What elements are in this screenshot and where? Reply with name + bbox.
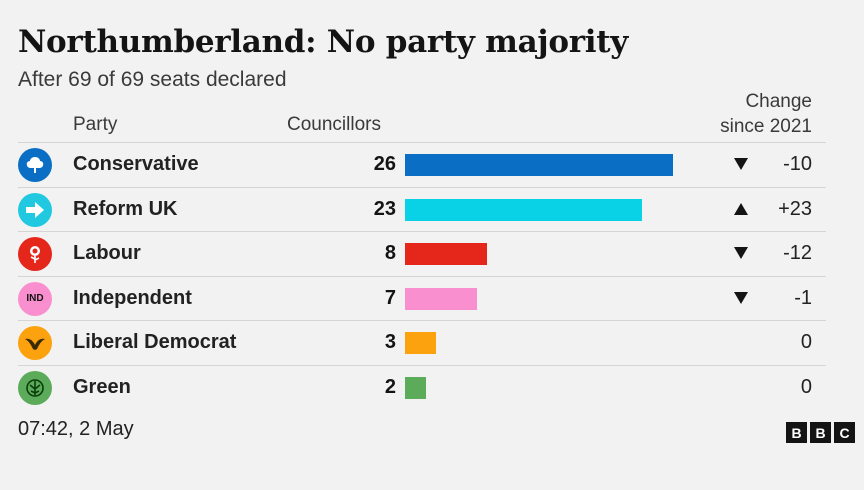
labour-rose-icon	[18, 237, 52, 272]
triangle-up-icon	[734, 202, 748, 215]
table-row: Liberal Democrat 3 0	[18, 320, 826, 365]
table-row: Green 2 0	[18, 365, 826, 410]
triangle-down-icon	[734, 158, 748, 170]
seat-bar	[405, 154, 673, 176]
seat-change: -10	[783, 153, 812, 175]
seat-bar	[405, 377, 426, 399]
timestamp: 07:42, 2 May	[18, 418, 134, 440]
bbc-logo-letter: C	[834, 422, 855, 443]
libdem-bird-icon	[18, 326, 52, 361]
bbc-logo-letter: B	[810, 422, 831, 443]
bbc-logo-letter: B	[786, 422, 807, 443]
party-name: Independent	[73, 286, 192, 309]
green-tree-icon	[18, 371, 52, 405]
seat-bar	[405, 287, 478, 310]
seat-change: -1	[794, 286, 812, 309]
triangle-down-icon	[734, 291, 748, 304]
seat-change: 0	[800, 376, 812, 398]
independent-ind-icon: IND	[18, 281, 52, 316]
column-header-change: Change since 2021	[720, 89, 812, 139]
table-row: Reform UK 23 +23	[18, 186, 826, 232]
seat-bar	[405, 332, 436, 355]
seat-change: +23	[778, 197, 812, 220]
page-subtitle: After 69 of 69 seats declared	[18, 68, 287, 91]
column-header-party: Party	[73, 114, 118, 135]
party-name: Liberal Democrat	[73, 331, 237, 354]
seat-count: 7	[384, 286, 396, 309]
seat-bar	[405, 243, 488, 266]
bbc-logo: B B C	[786, 422, 855, 443]
row-divider	[18, 142, 826, 143]
reform-arrow-icon	[18, 192, 52, 227]
party-name: Labour	[73, 242, 141, 265]
seat-count: 3	[384, 331, 396, 354]
seat-bar	[405, 198, 643, 221]
row-divider	[18, 320, 826, 322]
row-divider	[18, 365, 826, 366]
party-name: Conservative	[73, 153, 199, 175]
table-row: IND Independent 7 -1	[18, 275, 826, 321]
column-header-change-line2: since 2021	[720, 116, 812, 137]
seat-count: 23	[373, 197, 396, 220]
table-row: Conservative 26 -10	[18, 142, 826, 187]
logo-label: IND	[26, 293, 44, 305]
seat-count: 2	[384, 376, 396, 398]
seat-count: 8	[384, 242, 396, 265]
table-row: Labour 8 -12	[18, 231, 826, 276]
seat-change: -12	[783, 242, 812, 265]
seat-change: 0	[800, 331, 812, 354]
row-divider	[18, 231, 826, 233]
party-name: Reform UK	[73, 197, 178, 220]
column-header-councillors: Councillors	[287, 114, 381, 135]
triangle-down-icon	[734, 247, 748, 260]
row-divider	[18, 275, 826, 277]
column-header-change-line1: Change	[745, 91, 812, 112]
row-divider	[18, 186, 826, 188]
seat-count: 26	[373, 153, 396, 175]
conservative-tree-icon	[18, 148, 52, 182]
party-name: Green	[73, 376, 131, 398]
page-title: Northumberland: No party majority	[18, 24, 628, 60]
